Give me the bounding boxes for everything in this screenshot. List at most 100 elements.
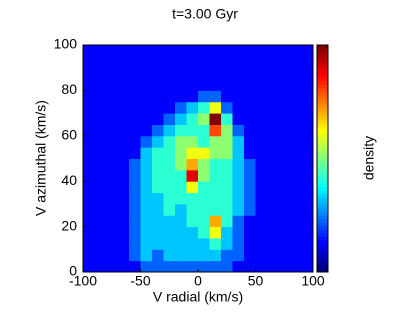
cell [152,124,164,137]
cell [175,215,187,228]
cell [209,169,222,182]
colorbar-step [317,133,328,138]
colorbar-step [317,66,328,71]
cell [232,260,245,273]
cell [106,124,118,137]
cell [244,56,256,69]
colorbar-step [317,165,328,170]
cell [83,67,95,80]
cell [140,215,153,228]
cell [163,135,176,148]
colorbar-step [317,240,328,245]
cell [244,192,256,205]
colorbar-step [317,222,328,227]
cell [175,249,187,262]
colorbar-step [317,247,328,252]
cell [175,56,187,69]
cell [255,90,268,103]
cell [152,192,164,205]
cell [255,45,268,57]
x-axis-label: V radial (km/s) [153,289,243,305]
cell [209,215,222,228]
cell [83,181,95,194]
colorbar-step [317,172,328,177]
cell [94,215,107,228]
cell [232,249,245,262]
cell [255,158,268,171]
cell [117,147,130,159]
cell [209,79,222,91]
x-tick-label: 0 [194,273,202,289]
colorbar-step [317,94,328,99]
cell [221,101,233,114]
cell [94,260,107,273]
cell [94,158,107,171]
cell [152,260,164,273]
cell [117,249,130,262]
cell [186,135,199,148]
cell [129,101,141,114]
cell [209,260,222,273]
cell [140,135,153,148]
cell [117,56,130,69]
cell [163,45,176,57]
cell [267,203,279,216]
colorbar-step [317,87,328,92]
cell [209,249,222,262]
cell [175,79,187,91]
cell [244,124,256,137]
cell [267,135,279,148]
cell [129,169,141,182]
cell [83,260,95,273]
cell [244,158,256,171]
cell [290,203,302,216]
cell [94,249,107,262]
cell [163,226,176,239]
cell [290,237,302,250]
cell [232,158,245,171]
cell [232,147,245,159]
cell [129,237,141,250]
cell [129,90,141,103]
cell [117,192,130,205]
colorbar-step [317,211,328,216]
colorbar-step [317,243,328,248]
cell [175,169,187,182]
cell [152,215,164,228]
colorbar-step [317,84,328,89]
cell [209,124,222,137]
cell [232,192,245,205]
cell [209,181,222,194]
colorbar-step [317,162,328,167]
cell [244,260,256,273]
cell [221,226,233,239]
cell [244,147,256,159]
cell [244,215,256,228]
cell [221,124,233,137]
cell [198,67,210,80]
cell [209,226,222,239]
cell [301,113,314,125]
cell [255,226,268,239]
cell [152,147,164,159]
y-tick-label: 20 [61,217,77,233]
cell [106,56,118,69]
cell [232,181,245,194]
cell [301,192,314,205]
cell [255,101,268,114]
y-axis-label: V azimuthal (km/s) [33,100,49,216]
cell [209,101,222,114]
cell [106,147,118,159]
cell [301,237,314,250]
cell [198,79,210,91]
cell [186,203,199,216]
cell [244,90,256,103]
colorbar-step [317,147,328,152]
cell [198,135,210,148]
cell [94,45,107,57]
cell [117,45,130,57]
cell [209,147,222,159]
cell [163,147,176,159]
cell [255,169,268,182]
cell [301,169,314,182]
